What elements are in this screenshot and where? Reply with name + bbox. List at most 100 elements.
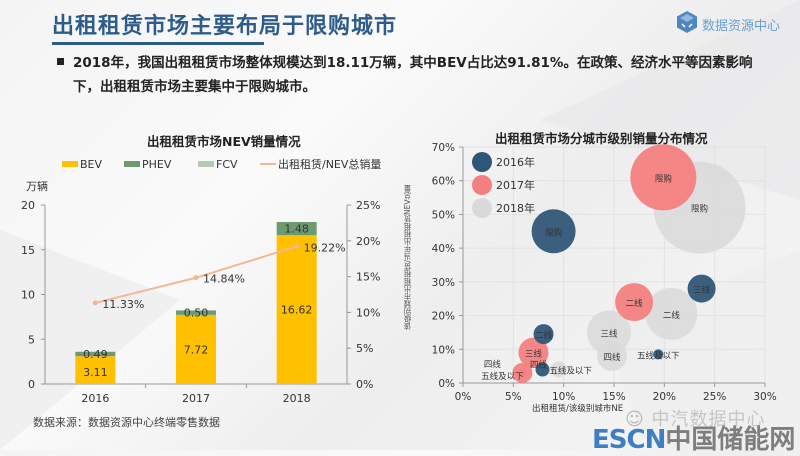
bubble-2016年 — [533, 324, 554, 345]
bubble-label: 限购 — [691, 204, 708, 215]
bubble-label: 二线 — [663, 310, 681, 321]
bubble-label: 三线 — [525, 349, 543, 360]
bubble-2017年 — [615, 283, 654, 322]
y-tick-label: 50% — [432, 209, 455, 221]
legend-bubble-2017年 — [472, 175, 492, 195]
x-tick-label: 2017 — [182, 392, 210, 405]
ratio-point — [294, 243, 300, 249]
bar-chart-legend: BEV PHEV FCV 出租租赁/NEV总销量 — [62, 156, 381, 172]
bar-chart-unit: 万辆 — [26, 180, 48, 193]
bubble-2017年 — [518, 368, 527, 377]
legend-label-fcv: FCV — [216, 157, 238, 171]
x-tick-label: 2016 — [81, 392, 109, 405]
legend-item-phev: PHEV — [124, 156, 198, 172]
legend-item-ratio: 出租租赁/NEV总销量 — [260, 156, 381, 172]
wechat-watermark-text: 中汽数据中心 — [651, 409, 766, 430]
brand-watermark-en: ESCN — [592, 425, 666, 455]
ratio-data-label: 11.33% — [102, 298, 144, 311]
bubble-2018年 — [645, 287, 698, 340]
bubble-chart-title: 出租租赁市场分城市级别销量分布情况 — [495, 131, 708, 146]
y2-tick-label: 20% — [356, 235, 380, 248]
y2-tick-label: 25% — [356, 199, 380, 212]
ratio-data-label: 19.22% — [304, 241, 346, 254]
x-tick-label: 2018 — [283, 392, 311, 405]
x-tick-label: 5% — [505, 391, 522, 403]
bar-data-label: 16.62 — [281, 304, 313, 317]
bubble-2016年 — [535, 362, 550, 377]
legend-item-fcv: FCV — [198, 156, 260, 172]
bar-bev — [176, 314, 216, 384]
legend-item-bev: BEV — [62, 156, 124, 172]
bubble-label: 五线及以下 — [481, 371, 524, 382]
bar-data-label: 0.50 — [184, 307, 209, 320]
legend-label-ratio: 出租租赁/NEV总销量 — [278, 158, 382, 171]
legend-label-bev: BEV — [80, 157, 103, 171]
bar-data-label: 7.72 — [184, 343, 209, 356]
bubble-label: 限购 — [545, 227, 562, 238]
bubble-label: 四线 — [530, 360, 548, 371]
wechat-watermark: ☺ 中汽数据中心 — [625, 405, 766, 431]
y-tick-label: 15 — [21, 244, 35, 257]
legend-line-ratio — [260, 163, 276, 165]
y2-tick-label: 10% — [356, 306, 380, 319]
bubble-chart-xlabel: 出租租赁/该级别城市NE — [532, 404, 624, 414]
y-tick-label: 0 — [28, 378, 35, 391]
bubble-chart: 0% 5% 10% 15% 20% 25% 30% 0% 10% 20% 30% 40% 50% 60% 7… — [432, 142, 777, 403]
x-tick-label: 20% — [653, 391, 676, 403]
bar-bev — [75, 356, 116, 384]
bubble-label: 五线及以下 — [549, 366, 592, 377]
y2-tick-label: 0% — [356, 378, 373, 391]
ratio-point — [193, 275, 199, 281]
x-tick-label: 30% — [753, 391, 776, 403]
y-tick-label: 10% — [432, 344, 455, 356]
legend-swatch-bev — [62, 161, 78, 167]
bubble-2016年 — [653, 349, 664, 360]
bubble-2017年 — [630, 144, 697, 211]
y-tick-label: 40% — [432, 243, 455, 255]
bullet-square-icon — [57, 58, 64, 65]
legend-label: 2017年 — [496, 178, 535, 192]
y-tick-label: 20 — [21, 199, 35, 212]
bar-bev — [276, 235, 317, 384]
bubble-label: 三线 — [600, 328, 618, 339]
bar-data-label: 3.11 — [83, 366, 108, 379]
ratio-data-label: 14.84% — [203, 273, 245, 286]
legend-label: 2016年 — [496, 155, 535, 169]
legend-bubble-2018年 — [472, 198, 492, 218]
bubble-label: 四线 — [603, 352, 621, 363]
legend-label: 2018年 — [496, 201, 535, 215]
bubble-label: 三线 — [693, 285, 711, 296]
x-tick-label: 15% — [602, 391, 625, 403]
ratio-point — [92, 300, 98, 306]
legend-swatch-fcv — [198, 161, 214, 167]
page-title: 出租租赁市场主要布局于限购城市 — [52, 14, 398, 39]
bubble-label: 四线 — [484, 359, 502, 370]
legend-label-phev: PHEV — [142, 157, 172, 171]
bar-phev — [75, 351, 116, 357]
x-tick-label: 25% — [703, 391, 726, 403]
y-tick-label: 0% — [438, 378, 455, 390]
bubble-2016年 — [531, 209, 576, 254]
brand-watermark-cn: 中国储能网 — [665, 425, 796, 455]
bubble-2018年 — [596, 341, 627, 372]
logo: 数据资源中心 — [676, 10, 780, 38]
bubble-label: 五线及以下 — [637, 350, 680, 361]
bubble-2018年 — [550, 361, 567, 378]
bubble-label: 限购 — [655, 173, 672, 184]
y-tick-label: 5 — [28, 333, 35, 346]
title-underline — [52, 42, 264, 45]
bubble-label: 二线 — [535, 330, 553, 341]
bubble-label: 二线 — [626, 298, 644, 309]
y-tick-label: 70% — [432, 142, 455, 154]
bar-chart: 0 5 10 15 20 0% 5% 10% 15% 20% 25% 2016 3.11 0.49 2017… — [21, 199, 380, 405]
summary-bullet: 2018年，我国出租租赁市场整体规模达到18.11万辆，其中BEV占比达91.8… — [57, 51, 767, 99]
y2-tick-label: 5% — [356, 342, 373, 355]
bar-phev — [176, 310, 216, 315]
bubble-2017年 — [518, 337, 549, 368]
y2-tick-label: 15% — [356, 271, 380, 284]
y-tick-label: 60% — [432, 176, 455, 188]
summary-line-1: 2018年，我国出租租赁市场整体规模达到18.11万辆，其中BEV占比达91.8… — [73, 55, 753, 71]
wechat-icon: ☺ — [625, 409, 645, 430]
data-source: 数据来源：数据资源中心终端零售数据 — [33, 416, 220, 429]
y-tick-label: 20% — [432, 311, 455, 323]
